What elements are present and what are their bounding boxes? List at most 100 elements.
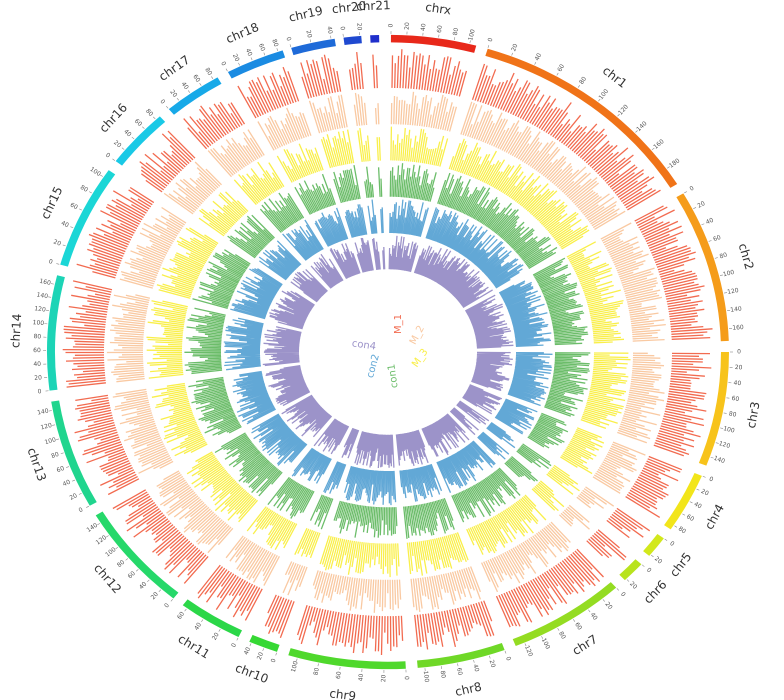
tick-label: 60	[133, 118, 143, 128]
chromosome-band-chr14	[47, 275, 65, 391]
tick-mark	[153, 116, 156, 120]
tick-label: 140	[36, 291, 49, 300]
tick-mark	[176, 97, 180, 101]
tick-label: 20	[603, 601, 613, 611]
tick-label: 40	[589, 611, 599, 621]
tick-label: 0	[48, 258, 54, 266]
tick-label: 80	[203, 67, 213, 77]
tick-mark	[714, 257, 718, 259]
tick-label: 100	[422, 670, 430, 682]
tick-mark	[100, 174, 103, 177]
tick-mark	[616, 588, 620, 591]
tick-label: 80	[116, 559, 126, 569]
histogram-tracks	[62, 49, 713, 656]
tick-label: 120	[617, 103, 630, 116]
histogram-bars-con2	[223, 199, 553, 506]
tick-mark	[719, 274, 723, 276]
tick-mark	[211, 76, 214, 79]
chromosome-band-chr2	[676, 193, 729, 342]
tick-mark	[62, 244, 66, 247]
tick-label: 20	[510, 43, 519, 53]
tick-label: 0	[737, 349, 741, 356]
tick-label: 80	[677, 525, 687, 535]
tick-mark	[489, 655, 491, 659]
tick-label: 40	[60, 220, 70, 229]
tick-mark	[236, 637, 239, 641]
tick-mark	[504, 650, 507, 654]
tick-mark	[641, 564, 645, 567]
tick-mark	[112, 158, 116, 161]
tick-label: 140	[713, 455, 726, 465]
tick-label: 60	[731, 395, 740, 403]
tick-label: 120	[95, 534, 109, 546]
chromosome-label-chr5: chr5	[667, 550, 695, 580]
tick-label: 20	[231, 53, 241, 63]
tick-mark	[693, 207, 697, 209]
tick-label: 60	[685, 513, 695, 523]
track-label-con2: con2	[365, 353, 382, 379]
tick-label: 20	[404, 22, 411, 30]
tick-label: 60	[33, 347, 41, 354]
tick-mark	[664, 538, 668, 541]
tick-label: 80	[79, 184, 89, 194]
tick-label: 0	[403, 676, 410, 680]
chromosome-band-chr5	[643, 534, 664, 556]
tick-mark	[457, 663, 459, 667]
tick-mark	[184, 608, 187, 612]
tick-label: 140	[37, 408, 50, 417]
tick-label: 0	[37, 388, 42, 395]
histogram-bars-M_3	[146, 126, 631, 578]
histogram-bars-con1	[184, 163, 591, 539]
tick-mark	[263, 52, 266, 56]
tick-label: 60	[712, 234, 722, 243]
track-label-M_3: M_3	[410, 347, 430, 370]
tick-label: 140	[635, 120, 648, 133]
chromosome-label-chr20: chr20	[331, 0, 367, 16]
tick-mark	[86, 505, 90, 508]
tick-label: 0	[270, 658, 278, 664]
tick-label: 40	[138, 580, 148, 590]
tick-label: 60	[191, 73, 201, 83]
tick-mark	[131, 136, 135, 140]
tick-label: 0	[104, 152, 111, 160]
tick-label: 100	[467, 28, 477, 41]
tick-mark	[577, 85, 580, 88]
tick-mark	[708, 240, 712, 242]
tick-mark	[453, 37, 456, 41]
histogram-track-M_2	[106, 91, 666, 613]
tick-mark	[541, 636, 544, 639]
tick-mark	[626, 579, 630, 582]
chromosome-band-chr19	[291, 38, 336, 56]
tick-mark	[309, 39, 312, 43]
tick-label: 20	[355, 23, 363, 31]
tick-mark	[473, 659, 475, 663]
tick-label: 20	[735, 364, 743, 371]
tick-mark	[724, 292, 728, 294]
chromosome-label-chr18: chr18	[224, 20, 261, 46]
tick-mark	[158, 589, 162, 593]
chromosome-label-chr11: chr11	[176, 632, 213, 662]
tick-mark	[682, 513, 686, 516]
tick-mark	[696, 488, 700, 491]
tick-label: 140	[86, 522, 100, 534]
tick-label: 160	[652, 138, 665, 151]
chromosome-label-chr14: chr14	[8, 313, 24, 348]
tick-mark	[556, 72, 559, 76]
tick-label: 0	[504, 656, 512, 662]
tick-label: 20	[628, 580, 638, 590]
tick-mark	[588, 609, 591, 613]
track-label-con1: con1	[386, 363, 400, 389]
tick-label: 100	[44, 436, 57, 446]
histogram-track-M_3	[146, 126, 631, 578]
tick-label: 80	[439, 670, 447, 679]
tick-mark	[617, 113, 620, 117]
chromosome-band-chr12	[95, 511, 179, 599]
tick-mark	[275, 652, 277, 656]
tick-label: 100	[722, 269, 735, 279]
tick-mark	[262, 648, 265, 652]
chromosome-band-chr1	[485, 48, 678, 188]
tick-label: 80	[33, 333, 41, 340]
tick-label: 80	[452, 27, 460, 36]
